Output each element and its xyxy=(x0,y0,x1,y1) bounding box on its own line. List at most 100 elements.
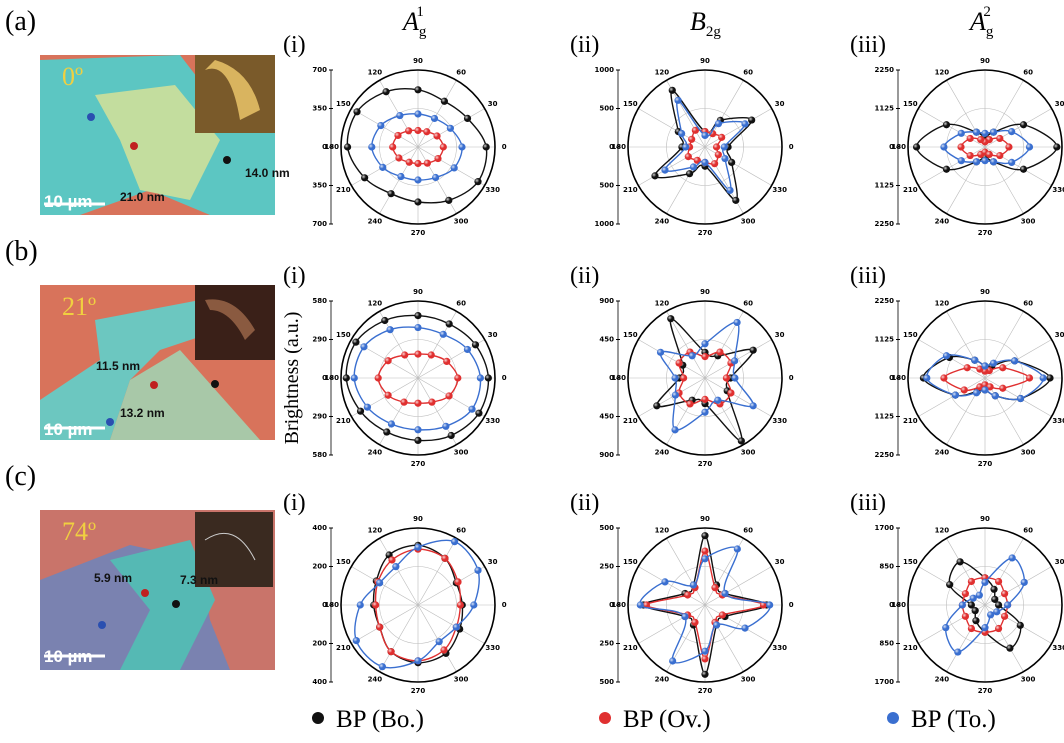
point-shine xyxy=(701,555,708,562)
plot-label: (ii) xyxy=(570,263,599,289)
fit-curve xyxy=(655,90,752,200)
theta-label: 270 xyxy=(978,687,993,695)
point-shine xyxy=(351,374,358,381)
point-shine xyxy=(1008,159,1015,166)
point-shine xyxy=(379,164,386,171)
point-shine xyxy=(961,386,968,393)
header-sup: 2 xyxy=(983,4,991,20)
point-shine xyxy=(443,358,450,365)
theta-label: 120 xyxy=(935,299,950,307)
theta-label: 30 xyxy=(1055,100,1064,108)
point-shine xyxy=(964,364,971,371)
point-shine xyxy=(701,548,708,555)
point-shine xyxy=(672,392,679,399)
point-shine xyxy=(368,143,375,150)
point-shine xyxy=(1011,357,1018,364)
r-tick-label: 500 xyxy=(599,524,614,532)
theta-label: 300 xyxy=(1021,676,1036,684)
point-shine xyxy=(441,98,448,105)
point-shine xyxy=(711,584,718,591)
point-shine xyxy=(377,122,384,129)
r-tick-label: 200 xyxy=(312,640,327,648)
point-shine xyxy=(981,157,988,164)
theta-label: 120 xyxy=(368,526,383,534)
point-shine xyxy=(389,143,396,150)
point-shine xyxy=(447,125,454,132)
theta-label: 60 xyxy=(1023,526,1033,534)
point-shine xyxy=(943,352,950,359)
theta-label: 240 xyxy=(655,449,670,457)
theta-label: 180 xyxy=(324,143,339,151)
r-tick-label: 350 xyxy=(312,182,327,190)
point-shine xyxy=(715,120,722,127)
theta-label: 30 xyxy=(775,100,785,108)
point-shine xyxy=(457,601,464,608)
spoke xyxy=(667,378,706,445)
theta-label: 120 xyxy=(655,68,670,76)
point-shine xyxy=(475,410,482,417)
spoke xyxy=(918,109,985,148)
point-shine xyxy=(726,187,733,194)
point-shine xyxy=(972,607,979,614)
point-shine xyxy=(414,351,421,358)
theta-label: 240 xyxy=(935,676,950,684)
point-shine xyxy=(472,341,479,348)
point-shine xyxy=(397,173,404,180)
spoke xyxy=(985,109,1052,148)
point-shine xyxy=(383,88,390,95)
point-shine xyxy=(352,339,359,346)
point-shine xyxy=(996,152,1003,159)
theta-label: 120 xyxy=(368,299,383,307)
point-shine xyxy=(394,132,401,139)
theta-label: 30 xyxy=(488,558,498,566)
point-shine xyxy=(721,590,728,597)
point-shine xyxy=(669,657,676,664)
point-shine xyxy=(440,646,447,653)
r-tick-label: 450 xyxy=(599,413,614,421)
point-shine xyxy=(715,151,722,158)
theta-label: 210 xyxy=(623,417,638,425)
spoke xyxy=(351,567,418,606)
point-shine xyxy=(733,319,740,326)
point-shine xyxy=(943,166,950,173)
theta-label: 270 xyxy=(698,460,713,468)
point-shine xyxy=(688,136,695,143)
theta-label: 180 xyxy=(611,143,626,151)
theta-label: 300 xyxy=(741,449,756,457)
point-shine xyxy=(414,127,421,134)
point-shine xyxy=(477,374,484,381)
thickness-label: 11.5 nm xyxy=(96,359,140,373)
theta-label: 330 xyxy=(485,644,500,652)
plot-label: (i) xyxy=(283,32,306,58)
point-shine xyxy=(701,340,708,347)
theta-label: 300 xyxy=(741,676,756,684)
point-shine xyxy=(981,362,988,369)
theta-label: 0 xyxy=(789,374,794,382)
r-tick-label: 400 xyxy=(312,678,327,686)
r-tick-label: 700 xyxy=(312,66,327,74)
theta-label: 330 xyxy=(485,417,500,425)
point-shine xyxy=(1026,374,1033,381)
point-shine xyxy=(957,143,964,150)
point-shine xyxy=(981,130,988,137)
point-shine xyxy=(414,426,421,433)
point-shine xyxy=(353,637,360,644)
point-shine xyxy=(375,374,382,381)
point-shine xyxy=(701,396,708,403)
point-shine xyxy=(383,428,390,435)
plot-label: (i) xyxy=(283,263,306,289)
point-shine xyxy=(741,625,748,632)
point-shine xyxy=(474,567,481,574)
theta-label: 150 xyxy=(336,331,351,339)
theta-label: 90 xyxy=(413,288,423,296)
point-shine xyxy=(414,176,421,183)
point-shine xyxy=(671,374,678,381)
theta-label: 60 xyxy=(1023,68,1033,76)
theta-label: 300 xyxy=(454,449,469,457)
point-shine xyxy=(424,160,431,167)
point-shine xyxy=(401,351,408,358)
point-shine xyxy=(385,357,392,364)
point-shine xyxy=(993,608,1000,615)
plot-label: (iii) xyxy=(850,32,886,58)
point-shine xyxy=(1006,645,1013,652)
